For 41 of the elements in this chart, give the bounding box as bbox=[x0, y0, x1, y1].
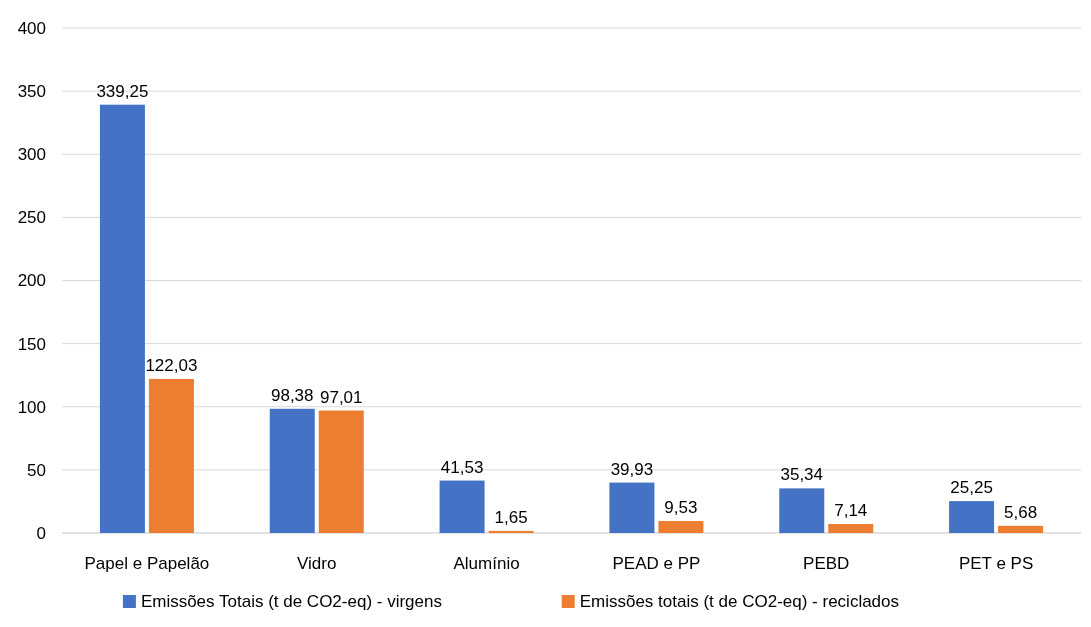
bar bbox=[828, 523, 874, 533]
bar bbox=[998, 525, 1044, 533]
y-tick-label: 400 bbox=[17, 18, 46, 38]
y-tick-label: 350 bbox=[17, 82, 46, 102]
x-tick-label: PET e PS bbox=[958, 554, 1034, 573]
bar bbox=[488, 530, 534, 533]
bar bbox=[658, 520, 704, 533]
data-label: 41,53 bbox=[440, 457, 484, 477]
y-tick-label: 0 bbox=[36, 523, 46, 543]
legend-label: Emissões Totais (t de CO2-eq) - virgens bbox=[140, 592, 442, 611]
y-tick-label: 100 bbox=[17, 397, 46, 417]
data-label: 97,01 bbox=[319, 387, 363, 407]
y-tick-label: 250 bbox=[17, 208, 46, 228]
legend-label: Emissões totais (t de CO2-eq) - reciclados bbox=[579, 592, 900, 611]
data-label: 339,25 bbox=[96, 81, 149, 101]
data-label: 122,03 bbox=[145, 355, 198, 375]
data-label: 39,93 bbox=[610, 459, 654, 479]
bar bbox=[949, 501, 995, 533]
x-tick-label: PEBD bbox=[803, 554, 850, 573]
bar bbox=[779, 488, 825, 533]
x-tick-label: Alumínio bbox=[453, 554, 520, 573]
bar bbox=[99, 104, 145, 533]
data-label: 35,34 bbox=[780, 465, 824, 485]
bar bbox=[269, 408, 315, 533]
data-label: 25,25 bbox=[950, 478, 993, 498]
data-label: 5,68 bbox=[1004, 502, 1038, 522]
bar bbox=[439, 480, 485, 533]
bar bbox=[148, 378, 194, 533]
x-tick-label: Vidro bbox=[297, 554, 337, 573]
data-label: 1,65 bbox=[494, 507, 528, 527]
data-label: 98,38 bbox=[270, 385, 314, 405]
y-tick-label: 50 bbox=[27, 460, 46, 480]
y-tick-label: 300 bbox=[17, 145, 46, 165]
data-label: 7,14 bbox=[834, 500, 868, 520]
bar bbox=[318, 410, 364, 533]
x-tick-label: Papel e Papelão bbox=[84, 554, 210, 573]
y-tick-label: 150 bbox=[17, 334, 46, 354]
data-label: 9,53 bbox=[664, 497, 698, 517]
bar bbox=[609, 482, 655, 533]
y-tick-label: 200 bbox=[17, 271, 46, 291]
x-tick-label: PEAD e PP bbox=[612, 554, 701, 573]
